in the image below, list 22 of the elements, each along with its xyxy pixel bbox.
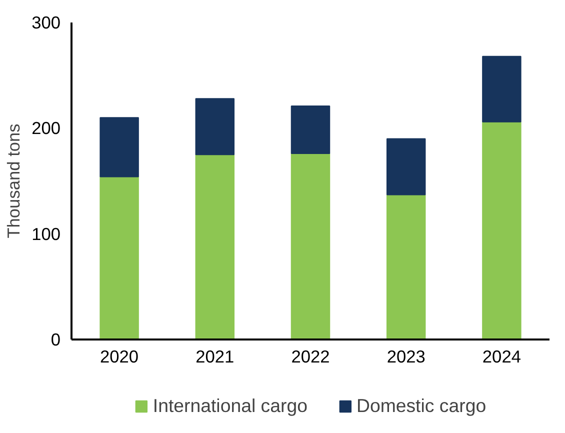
bar	[290, 105, 330, 154]
bar	[386, 194, 426, 340]
y-tick-label: 100	[32, 224, 61, 244]
bar	[482, 121, 522, 340]
bar	[100, 117, 139, 178]
y-tick-label: 300	[32, 12, 61, 32]
legend-label: Domestic cargo	[356, 395, 486, 417]
bar	[482, 56, 522, 122]
x-tick-label: 2022	[291, 346, 330, 366]
bar	[195, 98, 235, 156]
bar	[386, 138, 426, 196]
x-tick-label: 2021	[196, 346, 234, 366]
bar	[195, 154, 235, 340]
y-tick-label: 200	[32, 118, 61, 138]
x-tick-label: 2024	[482, 346, 522, 366]
x-tick-label: 2023	[386, 346, 426, 366]
legend-label: International cargo	[152, 395, 308, 417]
y-axis-title: Thousand tons	[4, 123, 24, 238]
y-tick-label: 0	[50, 330, 61, 350]
bar	[290, 153, 330, 340]
x-tick-label: 2020	[100, 346, 139, 366]
bar	[100, 176, 139, 340]
